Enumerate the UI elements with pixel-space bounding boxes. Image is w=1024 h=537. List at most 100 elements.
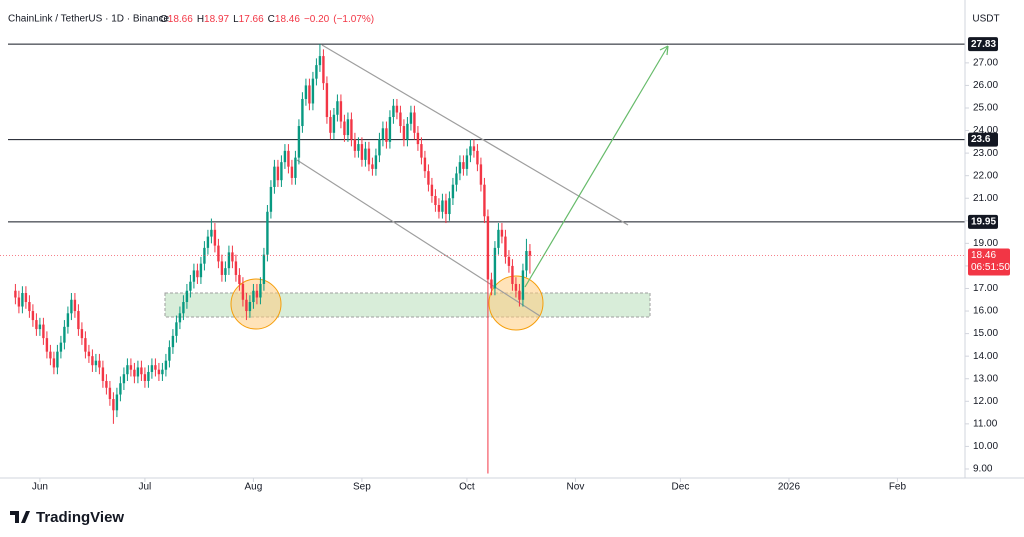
candle-body xyxy=(28,302,31,312)
candle-body xyxy=(14,290,17,298)
candle-body xyxy=(427,171,430,185)
y-tick-label: 12.00 xyxy=(973,396,998,407)
y-tick-label: 14.00 xyxy=(973,351,998,362)
channel-line xyxy=(321,44,629,226)
candle-body xyxy=(87,351,91,357)
candle-body xyxy=(406,123,409,140)
candle-body xyxy=(444,200,448,215)
candle-body xyxy=(357,144,360,151)
candle-body xyxy=(31,311,35,321)
candle-body xyxy=(140,367,143,375)
candle-body xyxy=(497,229,500,248)
candle-body xyxy=(129,365,133,370)
y-tick-label: 9.00 xyxy=(973,464,993,475)
candle-body xyxy=(108,387,112,400)
candle-body xyxy=(304,85,308,99)
x-tick-label: Jul xyxy=(139,482,152,493)
x-tick-label: Aug xyxy=(245,482,263,493)
candle-body xyxy=(259,283,262,298)
countdown: 06:51:50 xyxy=(971,262,1010,273)
candle-body xyxy=(448,198,451,215)
candle-body xyxy=(297,126,301,158)
candle-body xyxy=(234,261,238,275)
x-tick-label: Feb xyxy=(889,482,907,493)
candle-body xyxy=(374,155,378,169)
candle-body xyxy=(101,367,105,381)
candle-body xyxy=(217,245,220,262)
candle-body xyxy=(339,101,343,122)
candle-body xyxy=(252,290,255,303)
candle-body xyxy=(150,365,154,372)
candle-body xyxy=(388,117,392,142)
candle-body xyxy=(56,351,59,368)
candle-body xyxy=(227,252,231,269)
x-tick-label: Oct xyxy=(459,482,475,493)
candle-body xyxy=(224,268,227,275)
y-tick-label: 15.00 xyxy=(973,328,998,339)
candle-body xyxy=(318,56,322,66)
candle-body xyxy=(507,256,511,266)
candle-body xyxy=(45,338,49,352)
channel-line xyxy=(296,159,541,317)
candle-body xyxy=(409,112,413,124)
y-tick-label: 13.00 xyxy=(973,373,998,384)
candle-body xyxy=(178,313,182,323)
candle-body xyxy=(402,126,406,140)
candle-body xyxy=(164,360,168,370)
candle-body xyxy=(430,184,434,196)
candle-body xyxy=(437,205,441,212)
candle-body xyxy=(273,166,276,187)
y-tick-label: 11.00 xyxy=(973,418,998,429)
candle-body xyxy=(420,144,423,158)
candle-body xyxy=(241,283,245,300)
y-tick-label: 21.00 xyxy=(973,193,998,204)
candle-body xyxy=(500,229,504,237)
candle-body xyxy=(308,85,311,104)
candle-body xyxy=(469,146,472,156)
candle-body xyxy=(80,329,84,339)
candle-body xyxy=(17,297,21,307)
currency: USDT xyxy=(972,14,999,25)
candle-body xyxy=(126,365,129,375)
candle-body xyxy=(266,211,269,255)
candle-body xyxy=(521,270,525,300)
candle-body xyxy=(21,292,24,307)
y-tick-label: 24.00 xyxy=(973,125,998,136)
candle-body xyxy=(175,322,178,336)
candle-body xyxy=(42,324,45,339)
candle-body xyxy=(514,283,518,291)
candle-body xyxy=(35,320,38,330)
candle-body xyxy=(196,270,199,278)
candle-body xyxy=(367,148,371,165)
x-tick-label: Nov xyxy=(567,482,585,493)
price-tag xyxy=(968,248,1010,276)
candle-body xyxy=(182,302,185,314)
candle-body xyxy=(73,299,77,312)
candle-body xyxy=(336,101,339,115)
ohlc-value: 18.46 xyxy=(275,14,300,25)
candle-body xyxy=(290,166,294,178)
y-tick-label: 19.00 xyxy=(973,238,998,249)
candle-body xyxy=(24,292,28,303)
y-tick-label: 26.00 xyxy=(973,80,998,91)
candle-body xyxy=(220,261,224,275)
candle-body xyxy=(465,155,469,169)
y-tick-label: 10.00 xyxy=(973,441,998,452)
x-tick-label: Dec xyxy=(672,482,690,493)
candle-body xyxy=(38,324,42,330)
ohlc-key: C xyxy=(268,14,275,25)
candle-body xyxy=(525,251,528,271)
candle-body xyxy=(49,351,52,359)
candle-body xyxy=(490,279,493,289)
candle-body xyxy=(210,229,213,237)
candles xyxy=(14,44,532,474)
candle-body xyxy=(385,128,388,142)
candle-body xyxy=(511,265,514,284)
candle-body xyxy=(378,139,381,156)
candle-body xyxy=(199,263,203,278)
candle-body xyxy=(122,374,126,384)
highlight-circle xyxy=(230,278,282,330)
candle-body xyxy=(441,200,444,212)
candle-body xyxy=(115,394,119,411)
chart-title: ChainLink / TetherUS · 1D · Binance xyxy=(8,14,169,25)
